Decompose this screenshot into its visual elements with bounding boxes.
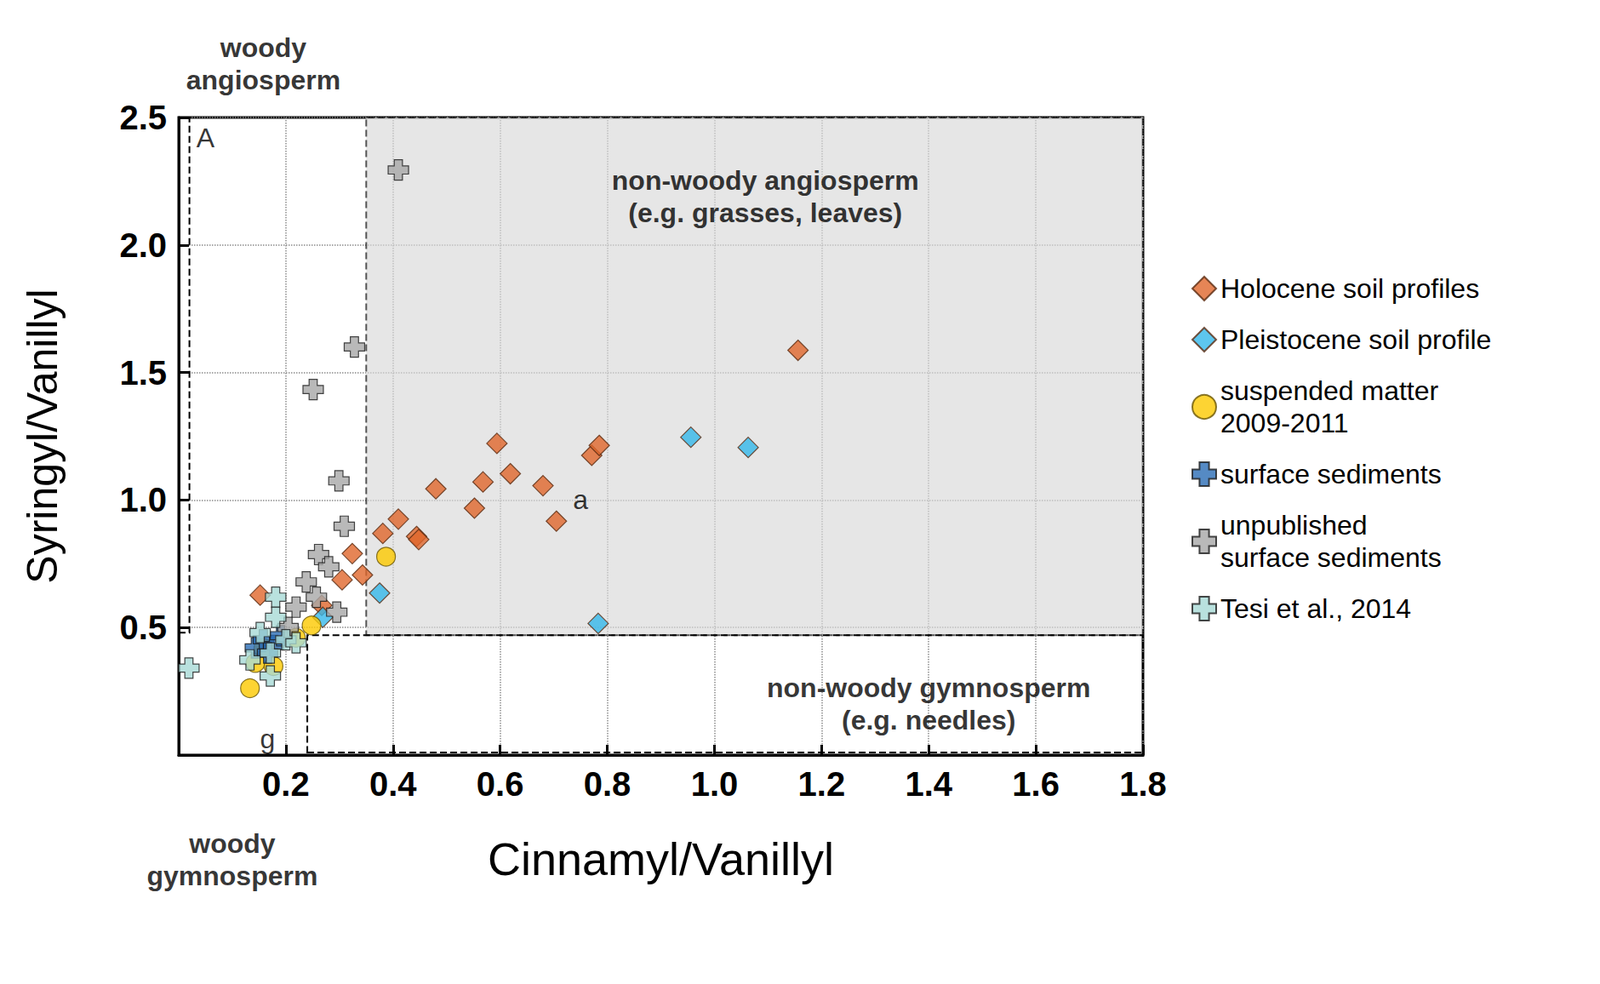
svg-text:2.5: 2.5: [119, 98, 167, 137]
svg-text:2009-2011: 2009-2011: [1220, 407, 1349, 439]
svg-text:woody: woody: [188, 828, 276, 859]
svg-text:1.8: 1.8: [1119, 765, 1167, 803]
svg-text:0.8: 0.8: [583, 765, 632, 803]
svg-text:1.6: 1.6: [1011, 765, 1060, 803]
svg-text:0.4: 0.4: [369, 765, 418, 803]
svg-text:surface sediments: surface sediments: [1220, 458, 1442, 490]
svg-text:woody: woody: [219, 32, 308, 63]
svg-text:0.6: 0.6: [476, 765, 525, 803]
svg-text:Holocene soil profiles: Holocene soil profiles: [1220, 273, 1480, 304]
svg-text:gymnosperm: gymnosperm: [146, 860, 318, 892]
svg-text:angiosperm: angiosperm: [186, 64, 341, 96]
svg-text:Tesi et al., 2014: Tesi et al., 2014: [1220, 593, 1412, 624]
svg-text:surface sediments: surface sediments: [1220, 542, 1442, 573]
svg-text:non-woody angiosperm: non-woody angiosperm: [611, 165, 920, 196]
svg-text:2.0: 2.0: [119, 226, 167, 264]
svg-text:unpublished: unpublished: [1220, 509, 1368, 541]
svg-text:(e.g. grasses, leaves): (e.g. grasses, leaves): [628, 197, 903, 229]
svg-text:non-woody gymnosperm: non-woody gymnosperm: [766, 672, 1091, 703]
svg-text:0.5: 0.5: [119, 608, 167, 646]
svg-text:suspended matter: suspended matter: [1220, 375, 1440, 406]
svg-text:A: A: [196, 122, 216, 154]
svg-text:a: a: [572, 484, 589, 515]
svg-text:0.2: 0.2: [262, 765, 310, 803]
svg-text:g: g: [260, 723, 276, 755]
svg-text:1.0: 1.0: [119, 480, 167, 519]
svg-text:(e.g. needles): (e.g. needles): [841, 704, 1017, 736]
svg-text:1.5: 1.5: [119, 354, 167, 392]
svg-text:1.0: 1.0: [691, 765, 739, 803]
svg-text:1.2: 1.2: [798, 765, 846, 803]
svg-text:Cinnamyl/Vanillyl: Cinnamyl/Vanillyl: [487, 833, 835, 885]
svg-text:Syringyl/Vanillyl: Syringyl/Vanillyl: [18, 288, 67, 583]
svg-text:1.4: 1.4: [904, 765, 953, 803]
svg-text:Pleistocene soil profile: Pleistocene soil profile: [1220, 324, 1492, 355]
